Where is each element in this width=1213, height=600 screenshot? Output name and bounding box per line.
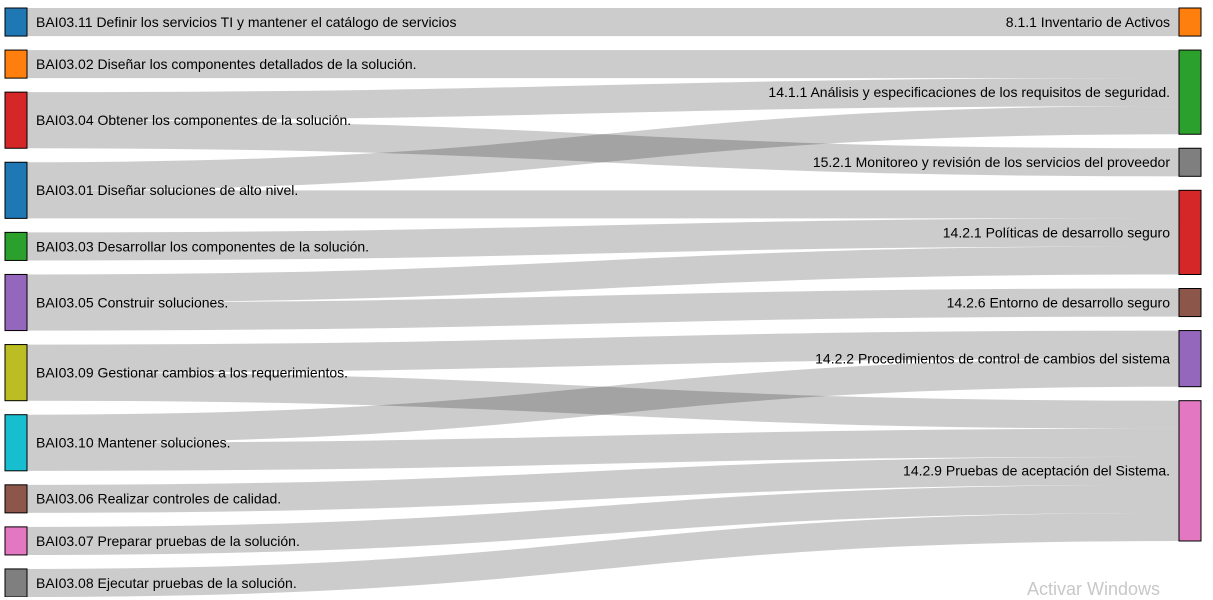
source-node-s04: BAI03.04 Obtener los componentes de la s… bbox=[4, 91, 351, 149]
source-node-s03: BAI03.03 Desarrollar los componentes de … bbox=[4, 231, 369, 261]
node-rect-s02 bbox=[4, 49, 28, 79]
target-node-t1411: 14.1.1 Análisis y especificaciones de lo… bbox=[768, 49, 1202, 135]
sankey-link-s08-t1429 bbox=[26, 512, 1180, 597]
source-node-s05: BAI03.05 Construir soluciones. bbox=[4, 273, 228, 332]
node-label-s07: BAI03.07 Preparar pruebas de la solución… bbox=[36, 533, 300, 549]
sankey-link-s05-t1426 bbox=[26, 288, 1180, 331]
source-node-s11: BAI03.11 Definir los servicios TI y mant… bbox=[4, 7, 456, 37]
node-rect-s03 bbox=[4, 231, 28, 261]
sankey-link-s07-t1429 bbox=[26, 484, 1180, 555]
node-rect-t1421 bbox=[1178, 189, 1202, 275]
sankey-link-s04-t1521 bbox=[26, 120, 1180, 177]
source-node-s08: BAI03.08 Ejecutar pruebas de la solución… bbox=[4, 568, 297, 597]
node-rect-t1422 bbox=[1178, 330, 1202, 388]
sankey-link-s06-t1429 bbox=[26, 456, 1180, 513]
target-node-t1426: 14.2.6 Entorno de desarrollo seguro bbox=[947, 288, 1202, 318]
sankey-link-s09-t1429 bbox=[26, 372, 1180, 429]
node-rect-t1411 bbox=[1178, 49, 1202, 135]
sankey-link-s05-t1421 bbox=[26, 246, 1180, 303]
node-label-s10: BAI03.10 Mantener soluciones. bbox=[36, 435, 231, 451]
node-rect-t1426 bbox=[1178, 288, 1202, 318]
sankey-link-s10-t1429 bbox=[26, 428, 1180, 471]
sankey-link-s09-t1422 bbox=[26, 330, 1180, 373]
node-label-s04: BAI03.04 Obtener los componentes de la s… bbox=[36, 112, 351, 128]
node-rect-s06 bbox=[4, 484, 28, 514]
node-label-s09: BAI03.09 Gestionar cambios a los requeri… bbox=[36, 365, 348, 381]
node-rect-s10 bbox=[4, 414, 28, 472]
source-node-s06: BAI03.06 Realizar controles de calidad. bbox=[4, 484, 281, 514]
node-label-t1426: 14.2.6 Entorno de desarrollo seguro bbox=[947, 294, 1171, 310]
node-label-t1422: 14.2.2 Procedimientos de control de camb… bbox=[815, 351, 1170, 367]
source-node-s07: BAI03.07 Preparar pruebas de la solución… bbox=[4, 526, 300, 556]
node-label-t1429: 14.2.9 Pruebas de aceptación del Sistema… bbox=[903, 463, 1170, 479]
sankey-link-s01-t1411 bbox=[26, 106, 1180, 191]
sankey-links bbox=[26, 8, 1180, 597]
source-node-s01: BAI03.01 Diseñar soluciones de alto nive… bbox=[4, 161, 298, 219]
node-rect-s08 bbox=[4, 568, 28, 597]
sankey-link-s03-t1421 bbox=[26, 218, 1180, 261]
node-rect-s11 bbox=[4, 7, 28, 37]
target-node-t1422: 14.2.2 Procedimientos de control de camb… bbox=[815, 330, 1202, 388]
node-label-s03: BAI03.03 Desarrollar los componentes de … bbox=[36, 238, 369, 254]
source-node-s10: BAI03.10 Mantener soluciones. bbox=[4, 414, 231, 472]
node-label-s05: BAI03.05 Construir soluciones. bbox=[36, 294, 228, 310]
node-rect-t1429 bbox=[1178, 400, 1202, 542]
watermark-text: Activar Windows bbox=[1027, 579, 1161, 599]
node-rect-s05 bbox=[4, 273, 28, 332]
node-label-s01: BAI03.01 Diseñar soluciones de alto nive… bbox=[36, 182, 298, 198]
node-label-s11: BAI03.11 Definir los servicios TI y mant… bbox=[36, 14, 456, 30]
node-rect-t1521 bbox=[1178, 147, 1202, 177]
node-rect-s04 bbox=[4, 91, 28, 149]
sankey-nodes: BAI03.11 Definir los servicios TI y mant… bbox=[4, 7, 1202, 597]
node-rect-s01 bbox=[4, 161, 28, 219]
node-label-t1411: 14.1.1 Análisis y especificaciones de lo… bbox=[768, 84, 1170, 100]
node-label-s06: BAI03.06 Realizar controles de calidad. bbox=[36, 491, 281, 507]
node-label-s08: BAI03.08 Ejecutar pruebas de la solución… bbox=[36, 575, 297, 591]
target-node-t811: 8.1.1 Inventario de Activos bbox=[1006, 7, 1202, 37]
target-node-t1421: 14.2.1 Políticas de desarrollo seguro bbox=[943, 189, 1202, 275]
sankey-link-s04-t1411 bbox=[26, 78, 1180, 121]
source-node-s02: BAI03.02 Diseñar los componentes detalla… bbox=[4, 49, 417, 79]
node-rect-s07 bbox=[4, 526, 28, 556]
sankey-link-s10-t1422 bbox=[26, 358, 1180, 443]
source-node-s09: BAI03.09 Gestionar cambios a los requeri… bbox=[4, 344, 348, 402]
node-label-t1521: 15.2.1 Monitoreo y revisión de los servi… bbox=[813, 154, 1171, 170]
node-rect-t811 bbox=[1178, 7, 1202, 37]
target-node-t1521: 15.2.1 Monitoreo y revisión de los servi… bbox=[813, 147, 1202, 177]
node-label-t811: 8.1.1 Inventario de Activos bbox=[1006, 14, 1170, 30]
node-label-s02: BAI03.02 Diseñar los componentes detalla… bbox=[36, 56, 417, 72]
node-rect-s09 bbox=[4, 344, 28, 402]
target-node-t1429: 14.2.9 Pruebas de aceptación del Sistema… bbox=[903, 400, 1202, 542]
node-label-t1421: 14.2.1 Políticas de desarrollo seguro bbox=[943, 224, 1170, 240]
